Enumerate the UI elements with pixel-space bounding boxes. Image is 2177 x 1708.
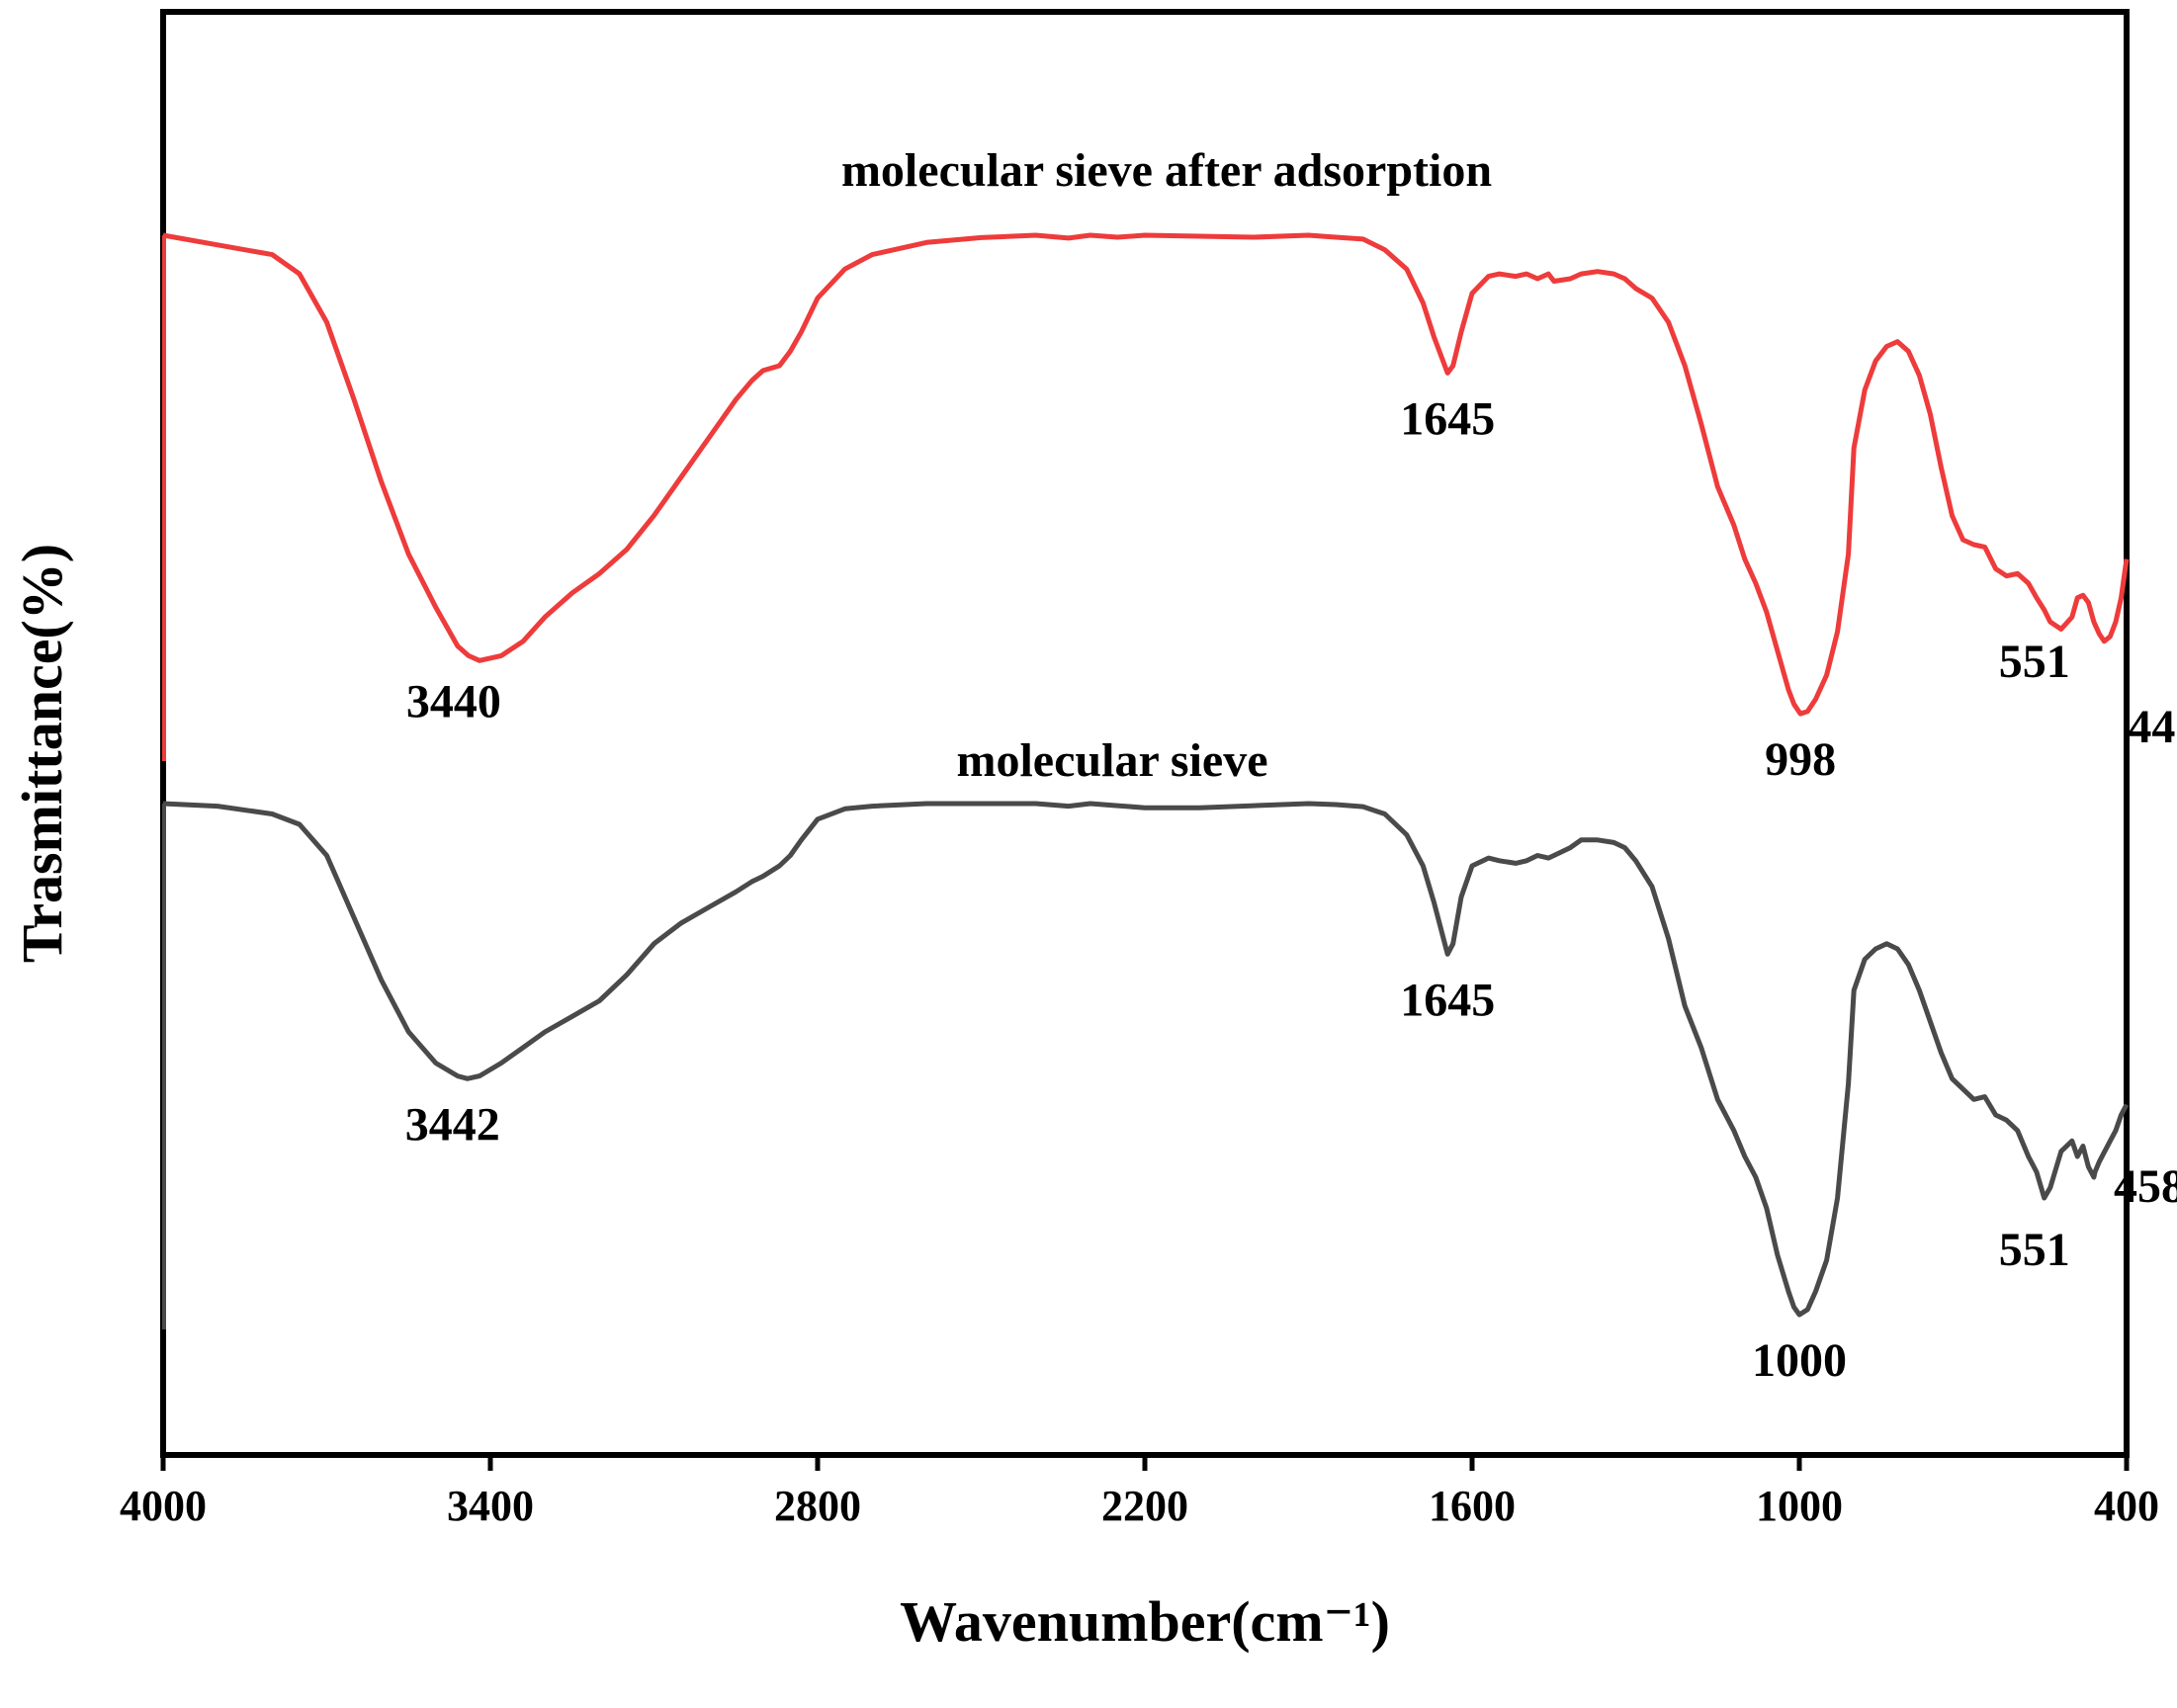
x-tick-label-1600: 1600 xyxy=(1429,1482,1516,1530)
peak-label-551-s1: 551 xyxy=(1999,1224,2070,1276)
x-axis-title: Wavenumber(cm⁻¹) xyxy=(900,1589,1390,1654)
peak-label-1000-s1: 1000 xyxy=(1752,1334,1847,1387)
x-tick-label-1000: 1000 xyxy=(1756,1482,1843,1530)
x-tick-label-3400: 3400 xyxy=(447,1482,534,1530)
series-line-1 xyxy=(162,801,2130,1318)
peak-annotations: 3440 1645 998 551 441 3442 1645 1000 551 458 xyxy=(405,392,2177,1387)
peak-label-998-s0: 998 xyxy=(1765,733,1836,786)
peak-label-458-s1: 458 xyxy=(2114,1160,2177,1213)
series-line-0 xyxy=(162,232,2130,717)
peak-label-3440-s0: 3440 xyxy=(406,675,501,727)
series-label-after-adsorption: molecular sieve after adsorption xyxy=(841,144,1492,197)
y-axis-title: Trasmittance(%) xyxy=(10,544,74,963)
x-tick-label-2800: 2800 xyxy=(774,1482,861,1530)
peak-label-1645-s1: 1645 xyxy=(1400,974,1495,1026)
series-label-molecular-sieve: molecular sieve xyxy=(956,734,1267,787)
peak-label-441-s0: 441 xyxy=(2128,701,2177,753)
peak-label-3442-s1: 3442 xyxy=(405,1098,500,1151)
x-tick-label-400: 400 xyxy=(2094,1482,2159,1530)
series-layer xyxy=(162,232,2130,1329)
x-tick-label-4000: 4000 xyxy=(120,1482,207,1530)
peak-label-1645-s0: 1645 xyxy=(1400,392,1495,445)
peak-label-551-s0: 551 xyxy=(1999,636,2070,688)
x-tick-label-2200: 2200 xyxy=(1101,1482,1188,1530)
x-axis-ticks: 4000 3400 2800 2200 1600 1000 400 xyxy=(120,1455,2159,1530)
